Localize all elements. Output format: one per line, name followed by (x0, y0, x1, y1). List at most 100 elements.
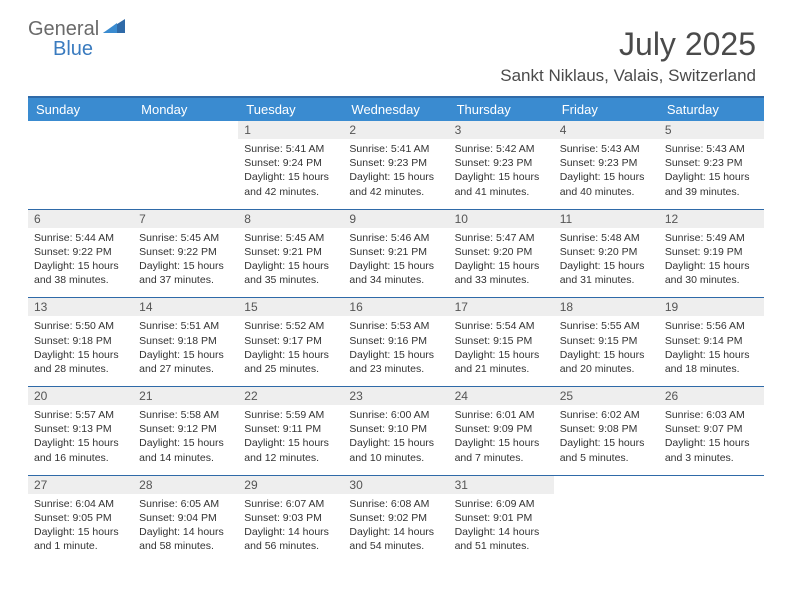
sunset-text: Sunset: 9:23 PM (560, 156, 653, 170)
day-content: Sunrise: 6:04 AMSunset: 9:05 PMDaylight:… (28, 494, 133, 564)
daylight-text: Daylight: 15 hours and 18 minutes. (665, 348, 758, 376)
sunset-text: Sunset: 9:22 PM (139, 245, 232, 259)
day-content: Sunrise: 6:02 AMSunset: 9:08 PMDaylight:… (554, 405, 659, 475)
weekday-header: Wednesday (343, 98, 448, 121)
calendar-day: 9Sunrise: 5:46 AMSunset: 9:21 PMDaylight… (343, 210, 448, 298)
day-number: 12 (659, 210, 764, 228)
day-content: Sunrise: 5:58 AMSunset: 9:12 PMDaylight:… (133, 405, 238, 475)
weekday-header: Tuesday (238, 98, 343, 121)
day-number: 27 (28, 476, 133, 494)
day-number: 24 (449, 387, 554, 405)
page-title: July 2025 (619, 26, 756, 63)
daylight-text: Daylight: 15 hours and 16 minutes. (34, 436, 127, 464)
location-subtitle: Sankt Niklaus, Valais, Switzerland (500, 66, 756, 86)
sunset-text: Sunset: 9:09 PM (455, 422, 548, 436)
sunrise-text: Sunrise: 6:07 AM (244, 497, 337, 511)
sunrise-text: Sunrise: 5:47 AM (455, 231, 548, 245)
weekday-header: Monday (133, 98, 238, 121)
sunrise-text: Sunrise: 5:46 AM (349, 231, 442, 245)
sunset-text: Sunset: 9:19 PM (665, 245, 758, 259)
sunrise-text: Sunrise: 5:48 AM (560, 231, 653, 245)
day-content: Sunrise: 5:46 AMSunset: 9:21 PMDaylight:… (343, 228, 448, 298)
day-number: 18 (554, 298, 659, 316)
daylight-text: Daylight: 15 hours and 31 minutes. (560, 259, 653, 287)
calendar-day: 14Sunrise: 5:51 AMSunset: 9:18 PMDayligh… (133, 298, 238, 386)
day-number: 20 (28, 387, 133, 405)
sunrise-text: Sunrise: 5:55 AM (560, 319, 653, 333)
day-number: 25 (554, 387, 659, 405)
day-number: 8 (238, 210, 343, 228)
daylight-text: Daylight: 15 hours and 14 minutes. (139, 436, 232, 464)
calendar-day: 15Sunrise: 5:52 AMSunset: 9:17 PMDayligh… (238, 298, 343, 386)
day-content: Sunrise: 6:03 AMSunset: 9:07 PMDaylight:… (659, 405, 764, 475)
calendar-day: 8Sunrise: 5:45 AMSunset: 9:21 PMDaylight… (238, 210, 343, 298)
sunset-text: Sunset: 9:15 PM (560, 334, 653, 348)
calendar-day: 21Sunrise: 5:58 AMSunset: 9:12 PMDayligh… (133, 387, 238, 475)
calendar-day: 1Sunrise: 5:41 AMSunset: 9:24 PMDaylight… (238, 121, 343, 209)
weekday-header: Friday (554, 98, 659, 121)
daylight-text: Daylight: 15 hours and 20 minutes. (560, 348, 653, 376)
weekday-header-row: Sunday Monday Tuesday Wednesday Thursday… (28, 98, 764, 121)
day-content: Sunrise: 5:45 AMSunset: 9:22 PMDaylight:… (133, 228, 238, 298)
calendar-day: 12Sunrise: 5:49 AMSunset: 9:19 PMDayligh… (659, 210, 764, 298)
sunset-text: Sunset: 9:20 PM (455, 245, 548, 259)
daylight-text: Daylight: 15 hours and 35 minutes. (244, 259, 337, 287)
day-content: Sunrise: 5:56 AMSunset: 9:14 PMDaylight:… (659, 316, 764, 386)
day-number: 3 (449, 121, 554, 139)
calendar-day: 0 (659, 476, 764, 564)
calendar-day: 23Sunrise: 6:00 AMSunset: 9:10 PMDayligh… (343, 387, 448, 475)
day-number: 22 (238, 387, 343, 405)
calendar-day: 7Sunrise: 5:45 AMSunset: 9:22 PMDaylight… (133, 210, 238, 298)
sunset-text: Sunset: 9:21 PM (349, 245, 442, 259)
sunset-text: Sunset: 9:16 PM (349, 334, 442, 348)
day-number: 30 (343, 476, 448, 494)
day-number: 16 (343, 298, 448, 316)
calendar-week: 13Sunrise: 5:50 AMSunset: 9:18 PMDayligh… (28, 297, 764, 386)
sunset-text: Sunset: 9:05 PM (34, 511, 127, 525)
daylight-text: Daylight: 15 hours and 21 minutes. (455, 348, 548, 376)
daylight-text: Daylight: 14 hours and 54 minutes. (349, 525, 442, 553)
sunrise-text: Sunrise: 5:57 AM (34, 408, 127, 422)
calendar: Sunday Monday Tuesday Wednesday Thursday… (28, 96, 764, 563)
calendar-day: 17Sunrise: 5:54 AMSunset: 9:15 PMDayligh… (449, 298, 554, 386)
sunset-text: Sunset: 9:22 PM (34, 245, 127, 259)
day-content: Sunrise: 5:52 AMSunset: 9:17 PMDaylight:… (238, 316, 343, 386)
daylight-text: Daylight: 14 hours and 56 minutes. (244, 525, 337, 553)
weekday-header: Thursday (449, 98, 554, 121)
calendar-day: 4Sunrise: 5:43 AMSunset: 9:23 PMDaylight… (554, 121, 659, 209)
day-content: Sunrise: 5:57 AMSunset: 9:13 PMDaylight:… (28, 405, 133, 475)
sunrise-text: Sunrise: 6:04 AM (34, 497, 127, 511)
calendar-day: 13Sunrise: 5:50 AMSunset: 9:18 PMDayligh… (28, 298, 133, 386)
daylight-text: Daylight: 15 hours and 42 minutes. (244, 170, 337, 198)
sunrise-text: Sunrise: 6:05 AM (139, 497, 232, 511)
calendar-week: 6Sunrise: 5:44 AMSunset: 9:22 PMDaylight… (28, 209, 764, 298)
day-content: Sunrise: 6:00 AMSunset: 9:10 PMDaylight:… (343, 405, 448, 475)
day-content: Sunrise: 6:07 AMSunset: 9:03 PMDaylight:… (238, 494, 343, 564)
sunrise-text: Sunrise: 6:09 AM (455, 497, 548, 511)
day-number: 28 (133, 476, 238, 494)
calendar-day: 0 (28, 121, 133, 209)
daylight-text: Daylight: 15 hours and 34 minutes. (349, 259, 442, 287)
sunrise-text: Sunrise: 5:42 AM (455, 142, 548, 156)
day-number: 9 (343, 210, 448, 228)
day-number: 10 (449, 210, 554, 228)
sunrise-text: Sunrise: 6:01 AM (455, 408, 548, 422)
day-content: Sunrise: 5:54 AMSunset: 9:15 PMDaylight:… (449, 316, 554, 386)
sunset-text: Sunset: 9:01 PM (455, 511, 548, 525)
day-number: 14 (133, 298, 238, 316)
day-number: 5 (659, 121, 764, 139)
sunrise-text: Sunrise: 5:53 AM (349, 319, 442, 333)
sunrise-text: Sunrise: 5:41 AM (349, 142, 442, 156)
day-number: 21 (133, 387, 238, 405)
sunrise-text: Sunrise: 5:45 AM (139, 231, 232, 245)
calendar-day: 2Sunrise: 5:41 AMSunset: 9:23 PMDaylight… (343, 121, 448, 209)
daylight-text: Daylight: 15 hours and 10 minutes. (349, 436, 442, 464)
calendar-day: 20Sunrise: 5:57 AMSunset: 9:13 PMDayligh… (28, 387, 133, 475)
sunrise-text: Sunrise: 6:02 AM (560, 408, 653, 422)
sunset-text: Sunset: 9:23 PM (349, 156, 442, 170)
day-content: Sunrise: 6:01 AMSunset: 9:09 PMDaylight:… (449, 405, 554, 475)
daylight-text: Daylight: 15 hours and 7 minutes. (455, 436, 548, 464)
sunset-text: Sunset: 9:04 PM (139, 511, 232, 525)
daylight-text: Daylight: 14 hours and 51 minutes. (455, 525, 548, 553)
day-content: Sunrise: 5:43 AMSunset: 9:23 PMDaylight:… (554, 139, 659, 209)
